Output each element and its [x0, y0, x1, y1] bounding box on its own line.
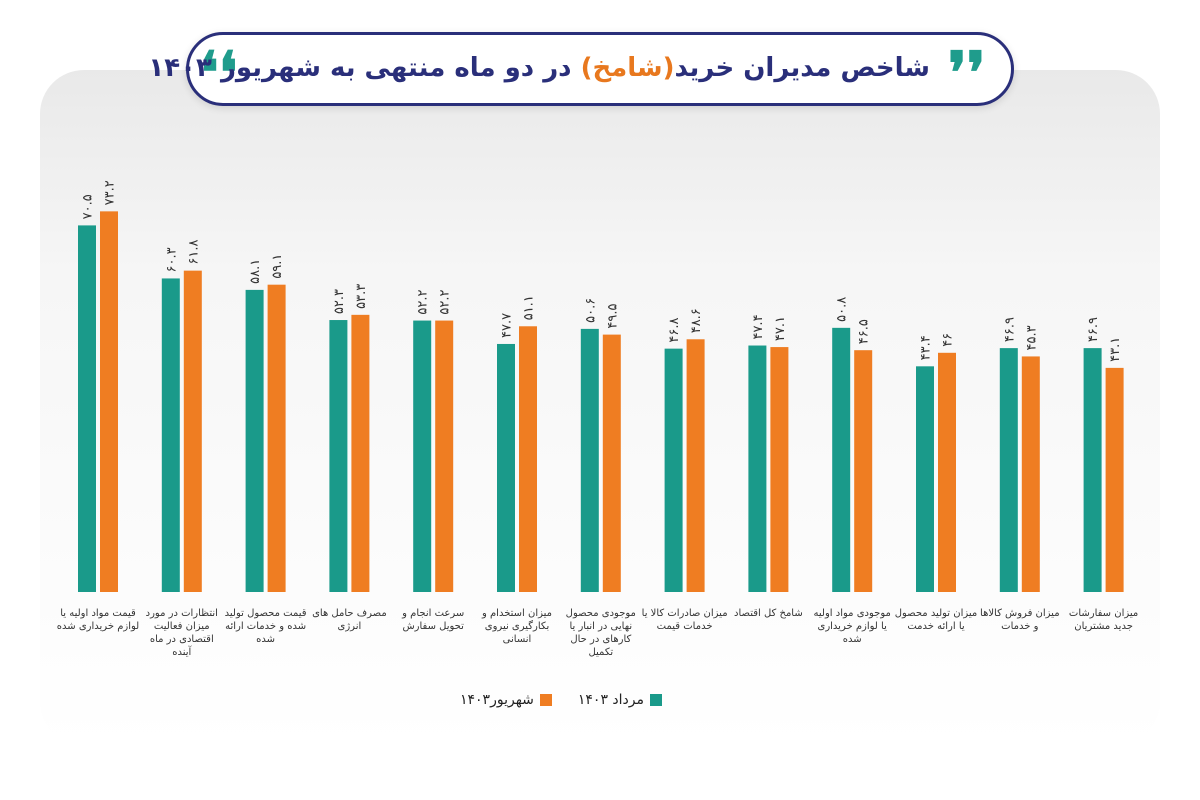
bar-2-7	[602, 334, 621, 592]
category-label-13: میزان سفارشات جدید مشتریان	[1069, 608, 1138, 632]
bar-2-5	[435, 320, 454, 592]
value-label-2-13: ۴۳.۱	[1108, 337, 1123, 362]
bar-1-10	[832, 327, 851, 592]
value-label-1-7: ۵۰.۶	[583, 298, 598, 323]
value-label-2-11: ۴۶	[941, 333, 956, 347]
value-label-2-5: ۵۲.۲	[438, 289, 453, 314]
category-label-9: شامخ کل اقتصاد	[734, 608, 803, 619]
chart-panel	[40, 70, 1160, 746]
category-label-3: قیمت محصول تولید شده و خدمات ارائه شده	[225, 608, 307, 645]
value-label-2-3: ۵۹.۱	[270, 254, 285, 279]
value-label-1-2: ۶۰.۳	[164, 247, 179, 272]
bar-1-9	[748, 345, 767, 592]
value-label-1-4: ۵۲.۳	[332, 289, 347, 314]
bar-1-7	[580, 328, 599, 592]
value-label-2-1: ۷۳.۲	[103, 180, 118, 205]
bar-1-6	[497, 343, 515, 592]
bar-1-1	[78, 225, 96, 592]
bar-2-10	[854, 350, 873, 592]
value-label-1-3: ۵۸.۱	[248, 259, 263, 284]
legend-swatch-series-1	[650, 694, 663, 706]
legend-label-series-1: مرداد ۱۴۰۳	[577, 692, 645, 708]
value-label-1-8: ۴۶.۸	[667, 318, 682, 343]
open-quote-icon: ❛❛	[200, 39, 238, 107]
legend-item-series-2: شهریور۱۴۰۳	[460, 692, 552, 708]
category-label-7: موجودی محصول نهایی در انبار یا کارهای در ح…	[566, 608, 636, 658]
value-label-1-6: ۴۷.۷	[500, 313, 515, 338]
category-label-10: موجودی مواد اولیه یا لوازم خریداری شده	[814, 608, 891, 645]
bar-1-11	[916, 366, 934, 592]
category-label-6: میزان استخدام و بکارگیری نیروی انسانی	[481, 608, 552, 645]
bar-1-8	[664, 348, 683, 592]
value-label-1-1: ۷۰.۵	[81, 194, 96, 219]
title-suffix: در دو ماه منتهی به شهریور ۱۴۰۳	[148, 53, 581, 83]
title-pill	[186, 32, 1014, 106]
category-label-1: قیمت مواد اولیه یا لوازم خریداری شده	[57, 608, 139, 632]
bar-1-13	[1083, 348, 1102, 592]
value-label-2-8: ۴۸.۶	[689, 308, 704, 333]
chart-title: شاخص مدیران خرید(شامخ) در دو ماه منتهی ب…	[148, 48, 931, 88]
value-label-2-6: ۵۱.۱	[522, 295, 537, 320]
legend-item-series-1: مرداد ۱۴۰۳	[577, 692, 663, 708]
value-label-2-2: ۶۱.۸	[186, 240, 201, 265]
value-label-1-12: ۴۶.۹	[1002, 317, 1017, 342]
title-highlight: (شامخ)	[580, 53, 675, 83]
title-prefix: شاخص مدیران خرید	[674, 53, 931, 83]
category-label-5: سرعت انجام و تحویل سفارش	[401, 608, 464, 632]
bar-2-11	[938, 352, 956, 592]
value-label-2-7: ۴۹.۵	[605, 304, 620, 329]
close-quote-icon: ❜❜	[948, 39, 986, 107]
bar-1-4	[329, 320, 348, 592]
value-label-1-10: ۵۰.۸	[835, 297, 850, 322]
bar-1-2	[161, 278, 180, 592]
category-label-4: مصرف حامل های انرژی	[312, 608, 387, 632]
bar-2-3	[267, 284, 286, 592]
bar-2-8	[686, 339, 705, 592]
bar-2-2	[183, 270, 202, 592]
value-label-2-12: ۴۵.۳	[1024, 325, 1039, 350]
bar-2-13	[1105, 367, 1124, 592]
value-label-1-9: ۴۷.۴	[751, 314, 766, 339]
category-label-11: میزان تولید محصول یا ارائه خدمت	[895, 608, 978, 632]
legend-label-series-2: شهریور۱۴۰۳	[460, 692, 534, 708]
bar-2-1	[100, 211, 118, 593]
category-label-12: میزان فروش کالاها و خدمات	[980, 608, 1060, 632]
legend-swatch-series-2	[539, 694, 552, 706]
bar-2-4	[351, 314, 370, 592]
value-label-1-11: ۴۳.۴	[919, 335, 934, 360]
bar-1-5	[413, 320, 432, 592]
bar-1-12	[999, 348, 1018, 592]
legend: مرداد ۱۴۰۳ شهریور۱۴۰۳	[460, 688, 663, 712]
category-label-2: انتظارات در مورد میزان فعالیت اقتصادی در م…	[146, 608, 218, 658]
value-label-2-9: ۴۷.۱	[773, 316, 788, 341]
value-label-1-5: ۵۲.۲	[416, 289, 431, 314]
category-label-8: میزان صادرات کالا یا خدمات قیمت	[642, 608, 728, 632]
value-label-2-10: ۴۶.۵	[857, 319, 872, 344]
bar-2-12	[1021, 356, 1040, 592]
value-label-2-4: ۵۳.۳	[354, 284, 369, 309]
bar-2-9	[770, 347, 789, 592]
bar-2-6	[519, 326, 537, 592]
bar-1-3	[245, 289, 264, 592]
value-label-1-13: ۴۶.۹	[1086, 317, 1101, 342]
